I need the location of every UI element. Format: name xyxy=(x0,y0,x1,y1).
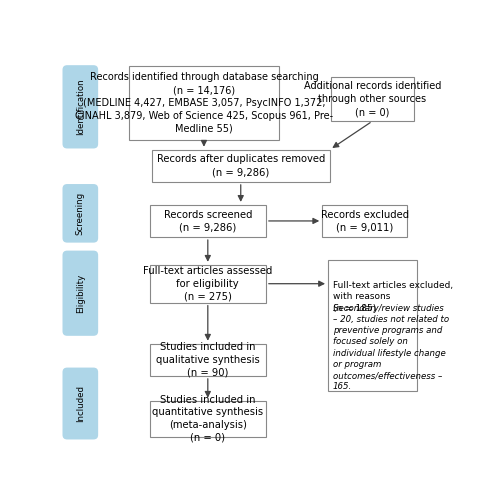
Text: Eligibility: Eligibility xyxy=(76,274,85,313)
Text: Records after duplicates removed
(n = 9,286): Records after duplicates removed (n = 9,… xyxy=(156,155,325,177)
Text: Identification: Identification xyxy=(76,79,85,135)
Text: Included: Included xyxy=(76,385,85,422)
Text: Studies included in
qualitative synthesis
(n = 90): Studies included in qualitative synthesi… xyxy=(156,342,260,377)
FancyBboxPatch shape xyxy=(62,184,98,243)
FancyBboxPatch shape xyxy=(62,65,98,149)
Text: Studies included in
quantitative synthesis
(meta-analysis)
(n = 0): Studies included in quantitative synthes… xyxy=(152,395,264,443)
FancyBboxPatch shape xyxy=(150,344,266,376)
FancyBboxPatch shape xyxy=(328,260,417,391)
FancyBboxPatch shape xyxy=(62,250,98,336)
Text: Records screened
(n = 9,286): Records screened (n = 9,286) xyxy=(164,209,252,232)
Text: Records excluded
(n = 9,011): Records excluded (n = 9,011) xyxy=(320,209,409,232)
Text: Records identified through database searching
(n = 14,176)
(MEDLINE 4,427, EMBAS: Records identified through database sear… xyxy=(75,73,333,133)
FancyBboxPatch shape xyxy=(150,265,266,303)
Text: Full-text articles excluded,
with reasons
(n = 185): Full-text articles excluded, with reason… xyxy=(332,281,452,313)
FancyBboxPatch shape xyxy=(322,205,408,237)
FancyBboxPatch shape xyxy=(62,368,98,440)
Text: Full-text articles assessed
for eligibility
(n = 275): Full-text articles assessed for eligibil… xyxy=(143,266,272,301)
FancyBboxPatch shape xyxy=(150,205,266,237)
FancyBboxPatch shape xyxy=(130,66,278,140)
Text: Additional records identified
through other sources
(n = 0): Additional records identified through ot… xyxy=(304,82,441,117)
Text: Secondary/review studies
– 20, studies not related to
preventive programs and
fo: Secondary/review studies – 20, studies n… xyxy=(332,304,448,391)
FancyBboxPatch shape xyxy=(150,401,266,437)
FancyBboxPatch shape xyxy=(331,78,414,121)
Text: Screening: Screening xyxy=(76,192,85,235)
FancyBboxPatch shape xyxy=(152,150,330,182)
